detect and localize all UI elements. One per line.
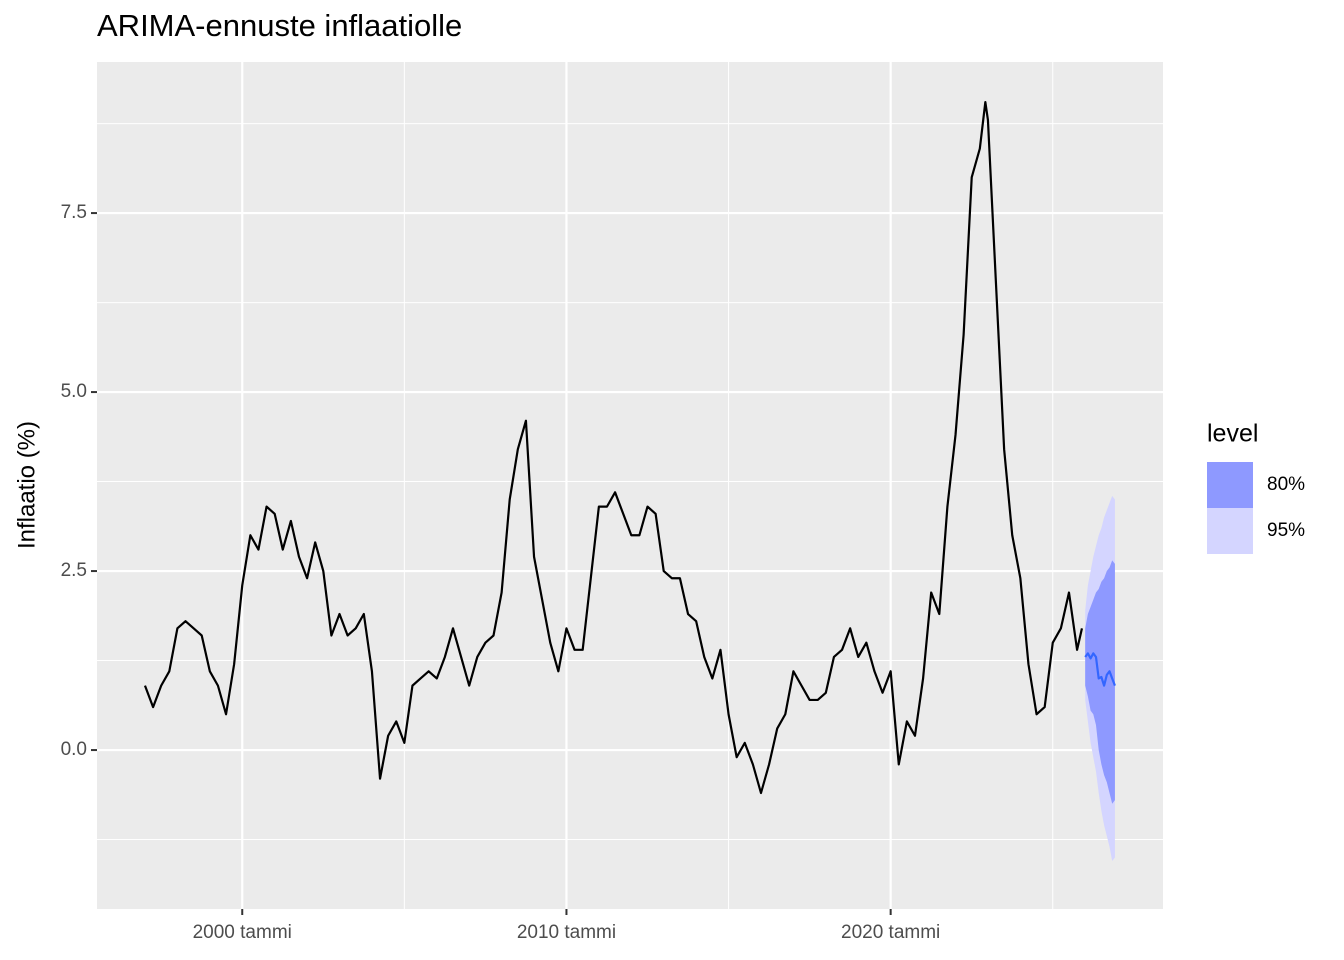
plot-panel xyxy=(97,62,1163,909)
y-tick-label: 7.5 xyxy=(61,202,87,223)
x-tick-label: 2010 tammi xyxy=(517,922,616,943)
legend-label: 80% xyxy=(1267,474,1305,495)
legend-label: 95% xyxy=(1267,520,1305,541)
legend-title: level xyxy=(1207,420,1258,448)
series-line xyxy=(1084,652,1116,687)
y-axis-label: Inflaatio (%) xyxy=(13,421,40,549)
y-tick-label: 2.5 xyxy=(61,560,87,581)
x-tick-label: 2020 tammi xyxy=(841,922,940,943)
y-tick-label: 5.0 xyxy=(61,381,87,402)
series-line xyxy=(143,100,1084,795)
legend-key xyxy=(1207,462,1253,508)
legend-key xyxy=(1207,508,1253,554)
interval-band xyxy=(1085,560,1115,804)
x-tick-label: 2000 tammi xyxy=(193,922,292,943)
chart-title: ARIMA-ennuste inflaatiolle xyxy=(97,8,462,43)
y-tick-label: 0.0 xyxy=(61,739,87,760)
